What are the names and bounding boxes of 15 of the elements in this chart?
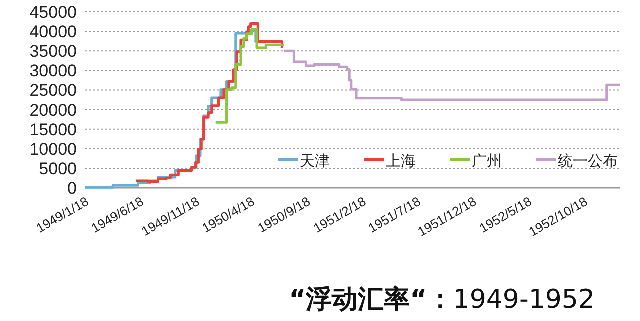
legend-label: 统一公布 — [558, 152, 618, 170]
y-tick-label: 30000 — [30, 62, 77, 81]
y-tick-label: 0 — [68, 179, 77, 198]
y-tick-label: 25000 — [30, 81, 77, 100]
y-tick-label: 10000 — [30, 140, 77, 159]
y-tick-label: 40000 — [30, 22, 77, 42]
y-tick-label: 45000 — [30, 3, 77, 22]
legend-label: 上海 — [386, 152, 416, 170]
y-tick-label: 20000 — [30, 100, 77, 120]
text: “浮动汇率“：1949-1952 — [289, 285, 595, 315]
y-tick-label: 15000 — [30, 120, 77, 140]
legend-label: 广州 — [472, 152, 502, 170]
y-tick-label: 5000 — [39, 159, 77, 178]
y-tick-label: 35000 — [30, 42, 77, 62]
legend-label: 天津 — [300, 152, 330, 170]
